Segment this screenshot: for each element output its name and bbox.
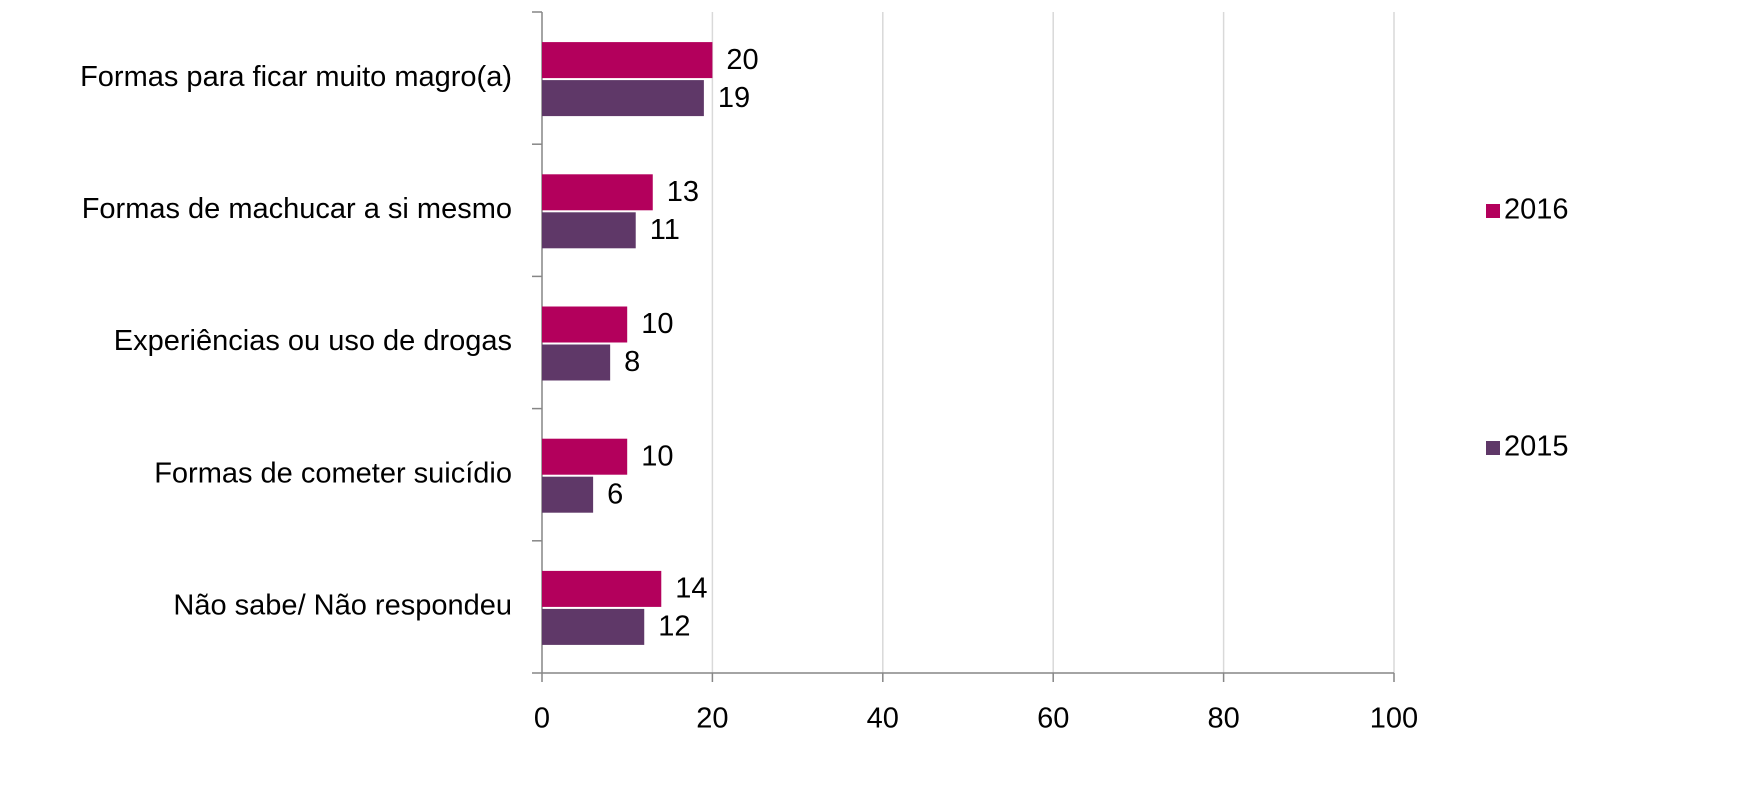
x-tick-label: 60 <box>1037 703 1069 735</box>
data-label: 8 <box>624 346 640 378</box>
x-tick-label: 40 <box>867 703 899 735</box>
y-tick-label: Não sabe/ Não respondeu <box>173 590 512 622</box>
bar <box>542 344 611 381</box>
legend-swatch <box>1486 441 1500 455</box>
data-label: 14 <box>675 573 707 605</box>
y-tick-label: Formas para ficar muito magro(a) <box>80 61 512 93</box>
bar <box>542 476 594 513</box>
data-label: 6 <box>607 478 623 510</box>
bar <box>542 608 645 645</box>
data-label: 13 <box>667 176 699 208</box>
bar <box>542 306 628 343</box>
bar <box>542 80 704 117</box>
x-tick-label: 0 <box>534 703 550 735</box>
legend-label: 2016 <box>1504 194 1569 226</box>
bar <box>542 570 662 607</box>
bar <box>542 212 636 249</box>
bar <box>542 174 653 211</box>
data-label: 10 <box>641 440 673 472</box>
bar <box>542 438 628 475</box>
data-label: 11 <box>650 214 680 246</box>
y-tick-label: Formas de machucar a si mesmo <box>82 193 512 225</box>
y-tick-label: Experiências ou uso de drogas <box>114 325 512 357</box>
legend-label: 2015 <box>1504 431 1569 463</box>
data-label: 19 <box>718 82 750 114</box>
y-tick-label: Formas de cometer suicídio <box>154 457 512 489</box>
data-label: 12 <box>658 611 690 643</box>
data-label: 10 <box>641 308 673 340</box>
x-tick-label: 80 <box>1207 703 1239 735</box>
x-tick-label: 100 <box>1370 703 1418 735</box>
x-tick-label: 20 <box>696 703 728 735</box>
bar <box>542 42 713 79</box>
legend-swatch <box>1486 204 1500 218</box>
data-label: 20 <box>726 44 758 76</box>
